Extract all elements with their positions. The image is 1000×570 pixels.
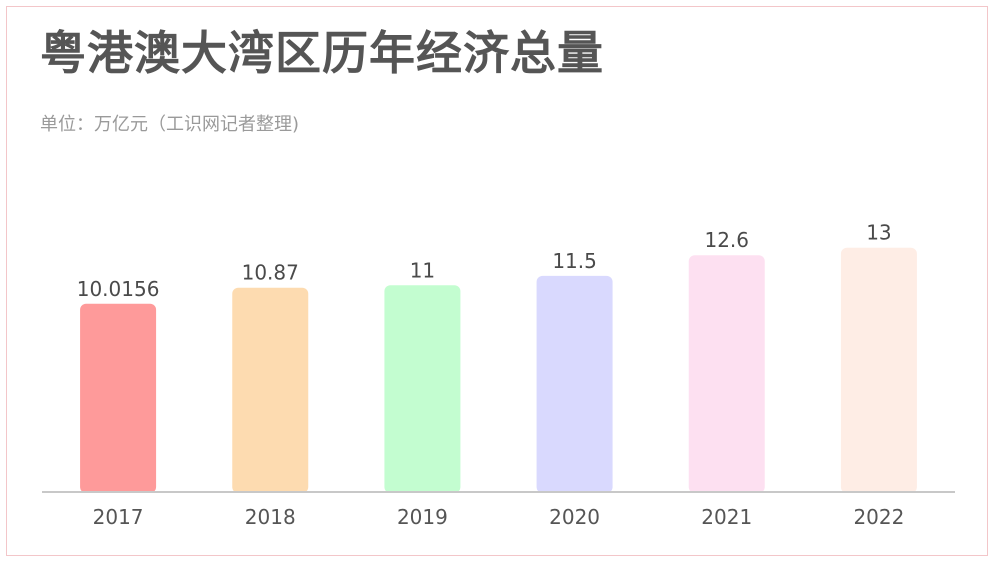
bar-value-label-2017: 10.0156 <box>77 277 160 301</box>
bar-value-label-2021: 12.6 <box>704 228 749 252</box>
bar-2021 <box>688 255 765 493</box>
x-tick-label-2021: 2021 <box>701 505 752 529</box>
chart-frame <box>6 6 988 556</box>
x-tick-label-2020: 2020 <box>549 505 600 529</box>
bar-2019 <box>384 285 461 493</box>
chart-title: 粤港澳大湾区历年经济总量 <box>40 26 604 80</box>
bar-2022 <box>840 247 917 493</box>
labels-layer: 10.0156 2017 10.87 2018 11 2019 11.5 2020 12.6 20… <box>77 221 905 529</box>
bar-value-label-2022: 13 <box>866 221 891 245</box>
bar-2020 <box>536 275 613 493</box>
bar-2018 <box>232 287 309 493</box>
bars-layer <box>80 247 917 493</box>
bar-value-label-2018: 10.87 <box>242 261 299 285</box>
x-tick-label-2017: 2017 <box>93 505 144 529</box>
x-tick-label-2018: 2018 <box>245 505 296 529</box>
x-tick-label-2022: 2022 <box>853 505 904 529</box>
chart-subtitle: 单位：万亿元（工识网记者整理) <box>40 114 300 135</box>
bar-2017 <box>80 303 157 493</box>
bar-value-label-2020: 11.5 <box>552 249 597 273</box>
bar-value-label-2019: 11 <box>410 258 435 282</box>
x-tick-label-2019: 2019 <box>397 505 448 529</box>
